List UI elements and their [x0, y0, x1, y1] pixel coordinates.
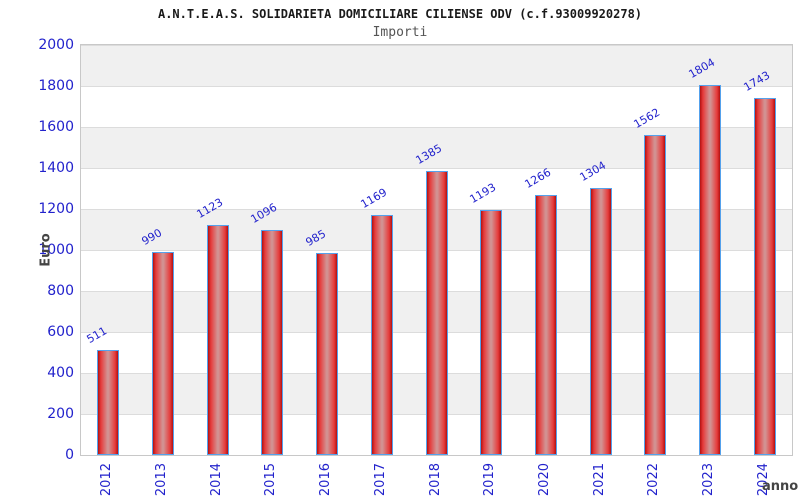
x-tick-label: 2020	[536, 463, 552, 497]
y-tick-label: 600	[47, 324, 74, 340]
bar-value-label: 1169	[358, 186, 390, 212]
bar-2023	[698, 85, 721, 455]
bar-value-label: 990	[139, 226, 165, 249]
x-tick-label: 2013	[154, 463, 170, 497]
bar-2016	[316, 253, 339, 455]
y-tick-label: 1000	[38, 242, 74, 258]
bar-value-label: 1804	[686, 55, 718, 82]
bar-value-label: 1562	[631, 105, 663, 131]
bar-2015	[261, 230, 284, 455]
x-tick-label: 2014	[208, 463, 224, 497]
y-tick-label: 2000	[38, 37, 74, 53]
bar-value-label: 1266	[522, 166, 554, 192]
bar-value-label: 1096	[248, 201, 280, 227]
bar-2022	[644, 134, 667, 455]
bar-value-label: 985	[303, 227, 329, 250]
x-tick-label: 2019	[482, 463, 498, 497]
chart-subtitle: Importi	[372, 25, 428, 40]
y-tick-label: 0	[65, 447, 74, 463]
bar-value-label: 1193	[467, 181, 499, 207]
x-tick-label: 2023	[700, 463, 716, 497]
bar-2021	[589, 187, 612, 455]
x-tick-label: 2016	[318, 463, 334, 497]
bar-value-label: 1123	[194, 195, 225, 221]
bar-2024	[753, 97, 776, 455]
bar-2018	[425, 171, 448, 455]
x-axis-title: anno	[762, 479, 799, 494]
x-tick-label: 2015	[263, 463, 279, 497]
y-tick-label: 1200	[38, 201, 74, 217]
bar-2012	[97, 350, 120, 455]
plot-area: 511 990 1123 1096 985 1169 1385 1193 1266 1304 156…	[80, 44, 793, 456]
y-tick-label: 800	[47, 283, 74, 299]
y-tick-label: 400	[47, 365, 74, 381]
bar-value-label: 511	[84, 324, 110, 347]
x-tick-label: 2022	[646, 463, 662, 497]
chart-title: A.N.T.E.A.S. SOLIDARIETA DOMICILIARE CIL…	[157, 7, 643, 21]
bar-2017	[370, 215, 393, 455]
y-tick-label: 1400	[38, 160, 74, 176]
bar-2014	[206, 224, 229, 455]
bar-2020	[534, 195, 557, 455]
y-axis-title: Euro	[38, 233, 54, 267]
bar-value-label: 1385	[413, 141, 444, 168]
y-tick-label: 1600	[38, 119, 74, 135]
x-tick-label: 2017	[372, 463, 388, 497]
y-tick-label: 1800	[38, 78, 74, 94]
bar-2013	[152, 252, 175, 455]
y-tick-label: 200	[47, 406, 74, 422]
x-tick-label: 2021	[591, 463, 607, 497]
bar-value-label: 1304	[577, 158, 608, 184]
bar-value-label: 1743	[741, 68, 772, 94]
x-tick-label: 2018	[427, 463, 443, 497]
bar-2019	[480, 210, 503, 455]
x-tick-label: 2012	[99, 463, 115, 497]
